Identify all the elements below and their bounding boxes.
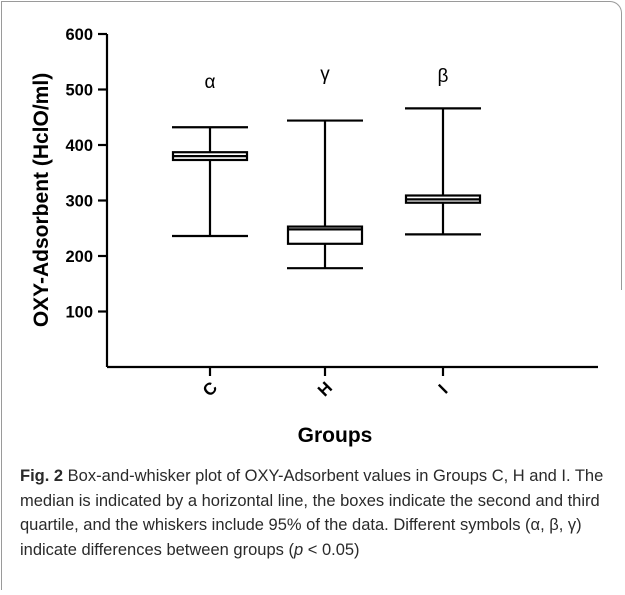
y-tick-label: 600 bbox=[65, 26, 93, 44]
figure-label: Fig. 2 bbox=[20, 467, 64, 485]
box-c bbox=[171, 126, 249, 238]
x-tick-label: I bbox=[435, 381, 452, 398]
caption-text: Box-and-whisker plot of OXY-Adsorbent va… bbox=[20, 467, 604, 559]
y-tick-label: 100 bbox=[65, 304, 93, 322]
box-iqr bbox=[286, 225, 364, 245]
figure-caption: Fig. 2 Box-and-whisker plot of OXY-Adsor… bbox=[20, 464, 616, 562]
caption-p-symbol: p bbox=[293, 540, 304, 559]
x-axis-label: Groups bbox=[298, 424, 373, 447]
box-series bbox=[171, 107, 482, 270]
y-tick-label: 200 bbox=[65, 248, 93, 266]
annotation-i: β bbox=[438, 66, 449, 87]
box-h bbox=[286, 119, 364, 270]
y-tick-label: 500 bbox=[65, 82, 93, 100]
y-tick-label: 300 bbox=[65, 193, 93, 211]
y-axis-label: OXY-Adsorbent (HclO/ml) bbox=[30, 73, 53, 327]
box-plot-chart: 100 200 300 400 500 600 C H I α γ β OXY-Adsorbent… bbox=[30, 26, 598, 447]
annotation-c: α bbox=[205, 72, 216, 93]
box-i bbox=[404, 107, 482, 236]
x-tick-label: H bbox=[314, 378, 336, 400]
y-axis: 100 200 300 400 500 600 bbox=[65, 26, 109, 367]
x-tick-label: C bbox=[199, 378, 221, 400]
caption-text-end: < 0.05) bbox=[303, 540, 360, 559]
y-tick-label: 400 bbox=[65, 137, 93, 155]
annotation-h: γ bbox=[320, 64, 330, 85]
